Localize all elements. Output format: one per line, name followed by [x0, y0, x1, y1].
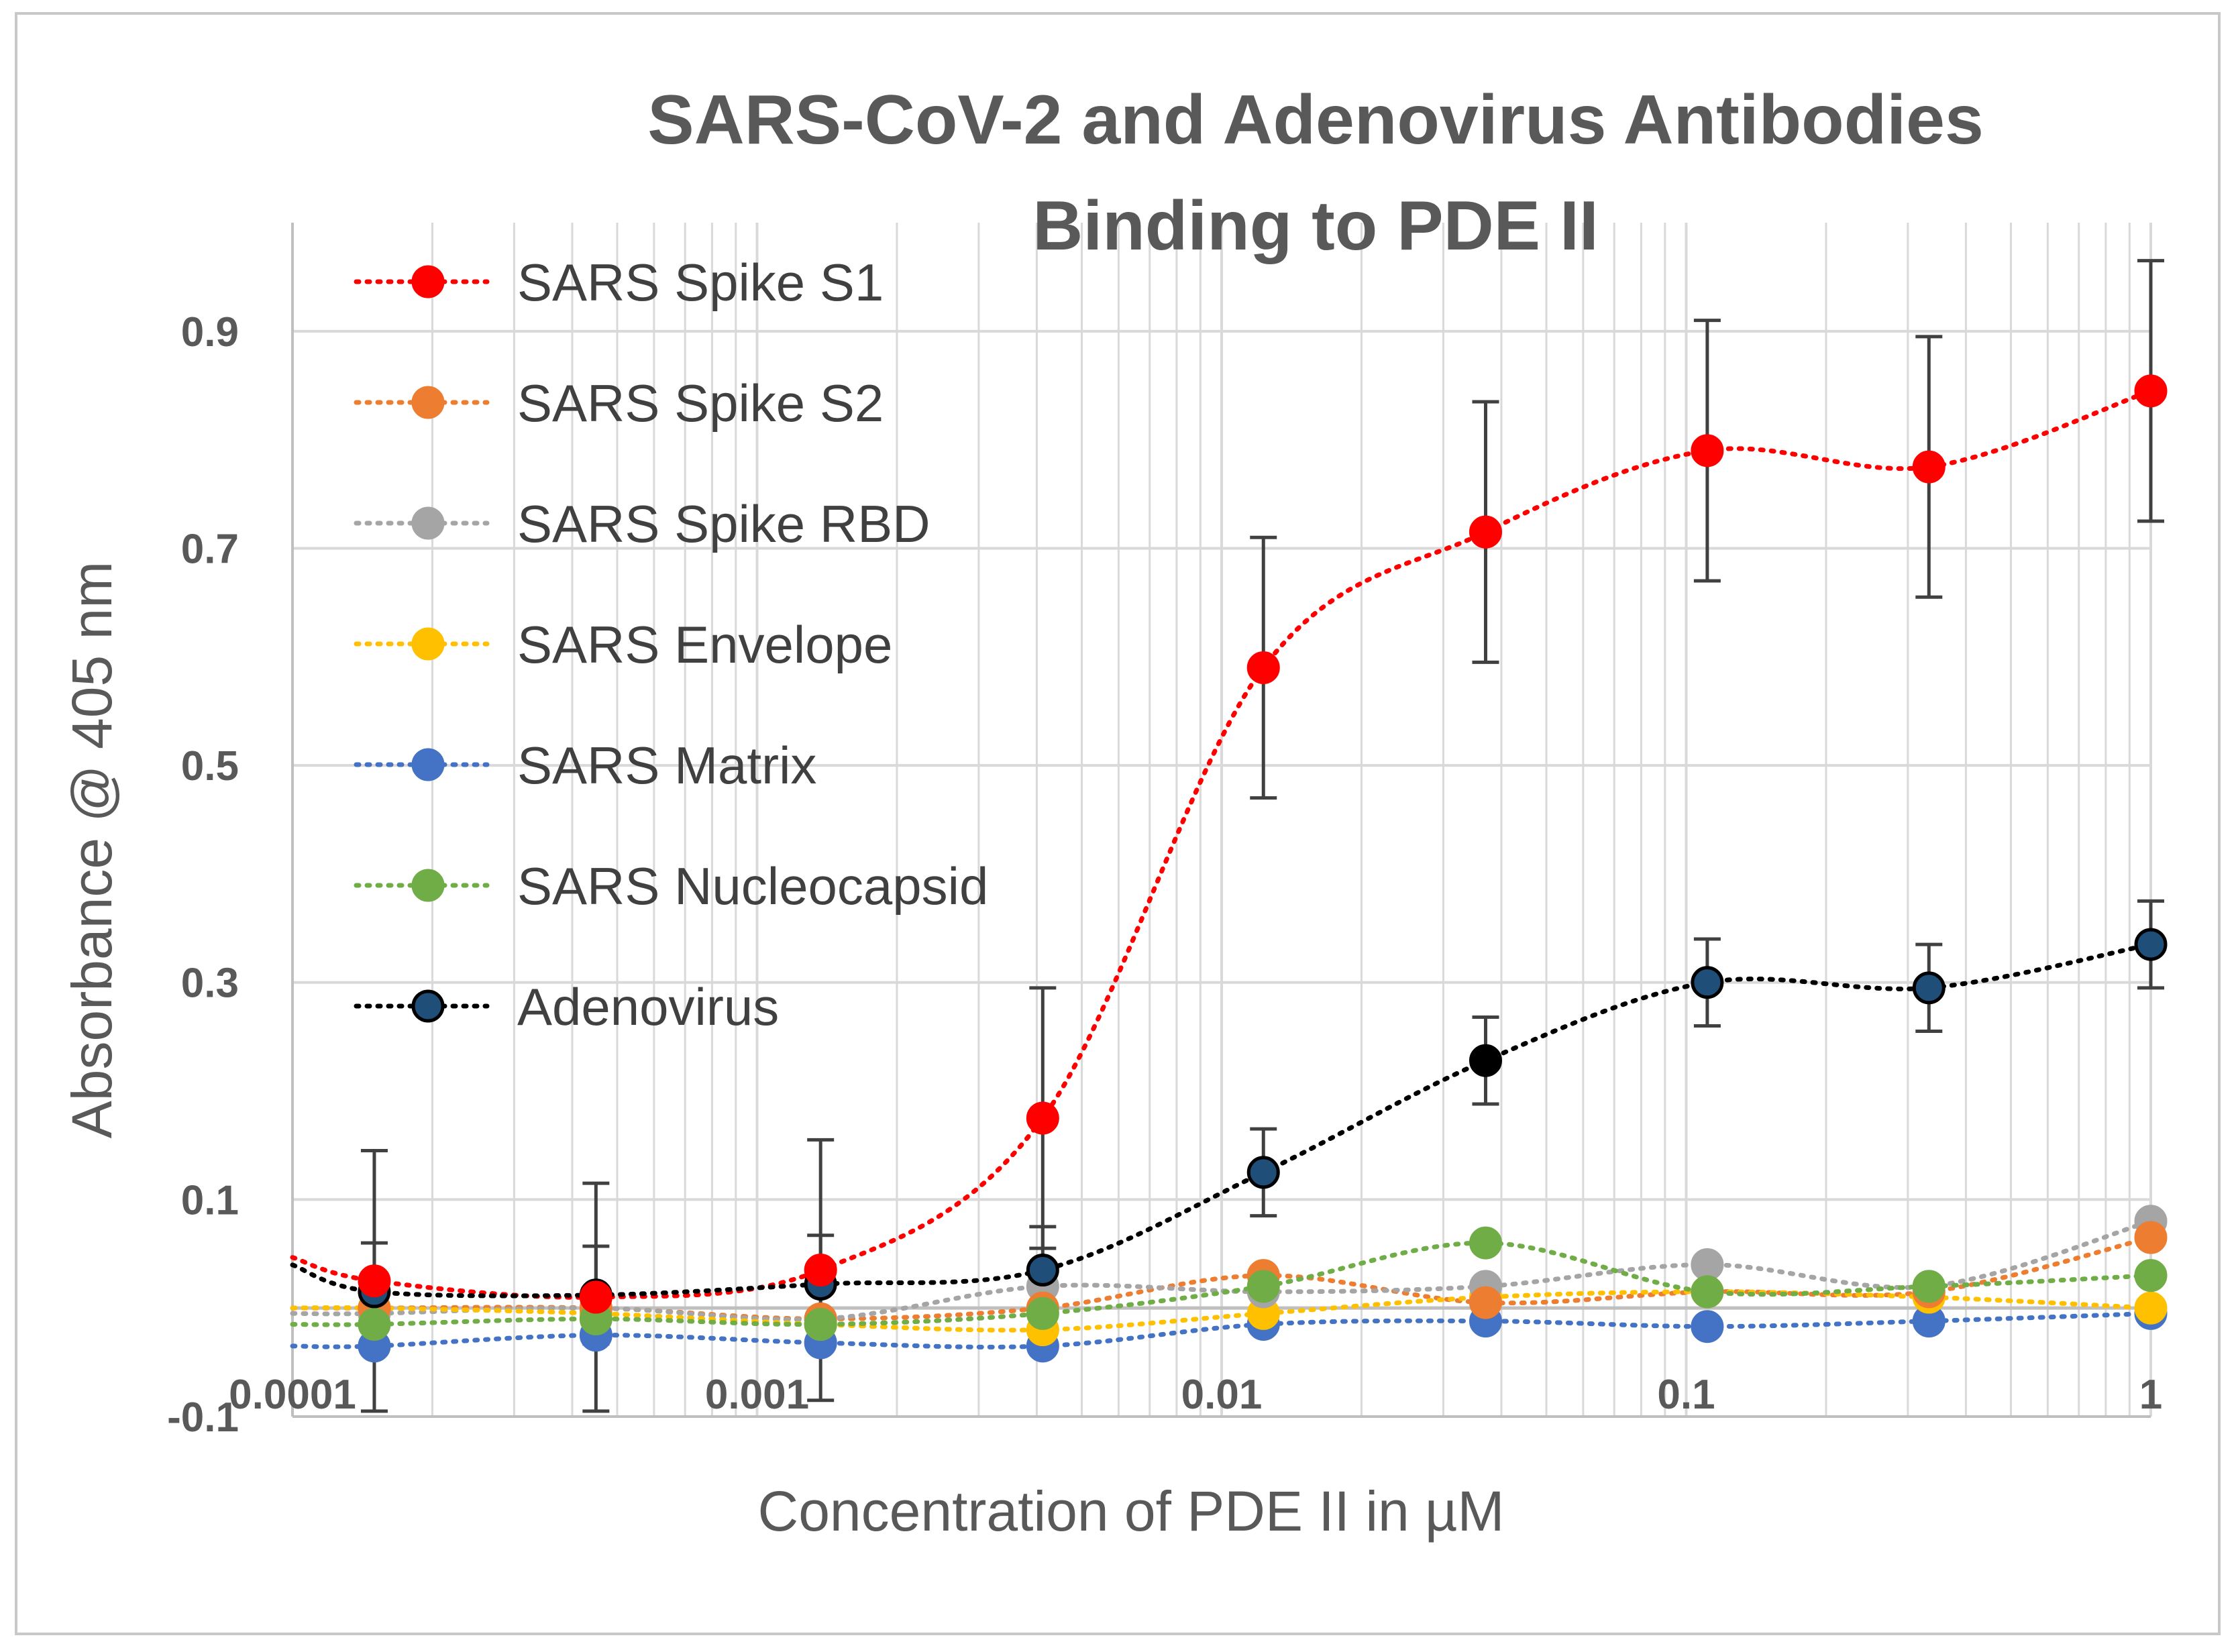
data-point [1026, 1101, 1059, 1135]
data-point [1691, 1310, 1724, 1343]
y-tick-label: 0.5 [181, 743, 239, 789]
data-point [1246, 1270, 1280, 1303]
y-tick-label: 0.3 [181, 960, 239, 1007]
data-point [579, 1280, 612, 1314]
legend-item-sars-envelope: SARS Envelope [354, 615, 892, 674]
series-sars-matrix [290, 1311, 2153, 1350]
error-bars-sars-spike-s1 [360, 259, 2164, 1413]
series-line [290, 1289, 2153, 1333]
data-point [1026, 1297, 1059, 1330]
y-axis-label: Absorbance @ 405 nm [60, 561, 123, 1138]
markers-sars-spike-s1 [358, 374, 2168, 1314]
legend-label: SARS Spike RBD [517, 494, 930, 553]
legend-item-sars-matrix: SARS Matrix [354, 736, 816, 795]
data-point [1246, 651, 1280, 684]
tick-labels: -0.1 0.1 0.3 0.5 0.7 0.9 0.0001 0.001 0.01 0.1 1 [167, 309, 2162, 1441]
data-point [2134, 928, 2168, 961]
legend-label: SARS Spike S1 [517, 253, 884, 312]
legend-marker [411, 265, 445, 298]
legend-label: SARS Envelope [517, 615, 892, 674]
data-point [358, 1307, 391, 1341]
data-point [1691, 1275, 1724, 1309]
data-point [2134, 374, 2168, 408]
data-point [1469, 1044, 1502, 1077]
x-axis-label: Concentration of PDE II in µM [758, 1480, 1505, 1543]
legend-marker [411, 627, 445, 661]
markers-sars-nucleocapsid [358, 1226, 2168, 1341]
data-point [1469, 1226, 1502, 1260]
legend-marker [411, 506, 445, 540]
series-line [290, 1219, 2153, 1322]
legend-label: SARS Spike S2 [517, 374, 884, 433]
data-point [1026, 1254, 1059, 1287]
series-line [290, 942, 2153, 1299]
y-tick-label: -0.1 [167, 1394, 239, 1441]
data-point [1912, 1270, 1946, 1303]
data-point [1691, 1248, 1724, 1281]
legend-marker [411, 989, 445, 1023]
data-point [1246, 1156, 1280, 1189]
series-sars-nucleocapsid [290, 1240, 2153, 1327]
x-tick-label: 0.1 [1657, 1372, 1715, 1418]
legend-item-sars-spike-s1: SARS Spike S1 [354, 253, 884, 312]
legend-item-sars-spike-s2: SARS Spike S2 [354, 374, 884, 433]
data-point [1469, 515, 1502, 549]
legend-item-sars-spike-rbd: SARS Spike RBD [354, 494, 930, 553]
data-point [2134, 1221, 2168, 1254]
x-tick-label: 1 [2139, 1372, 2162, 1418]
y-tick-label: 0.9 [181, 309, 239, 355]
data-point [1912, 450, 1946, 484]
data-point [1691, 434, 1724, 467]
data-point [804, 1254, 837, 1287]
series-layer [290, 259, 2168, 1413]
series-sars-envelope [290, 1289, 2153, 1333]
legend-label: SARS Matrix [517, 736, 816, 795]
legend-item-sars-nucleocapsid: SARS Nucleocapsid [354, 857, 988, 916]
y-tick-label: 0.1 [181, 1177, 239, 1223]
x-tick-label: 0.01 [1181, 1372, 1263, 1418]
x-tick-label: 0.001 [705, 1372, 809, 1418]
chart-frame: -0.1 0.1 0.3 0.5 0.7 0.9 0.0001 0.001 0.01 0.1 1 S… [15, 12, 2221, 1635]
legend-marker [411, 748, 445, 781]
data-point [2134, 1291, 2168, 1325]
chart-title-line-1: SARS-CoV-2 and Adenovirus Antibodies [647, 81, 1984, 159]
legend-label: SARS Nucleocapsid [517, 857, 988, 916]
legend-item-adenovirus: Adenovirus [354, 977, 779, 1036]
legend-label: Adenovirus [517, 977, 779, 1036]
legend-marker [411, 386, 445, 419]
data-point [1912, 971, 1946, 1005]
data-point [1691, 966, 1724, 999]
y-tick-label: 0.7 [181, 526, 239, 572]
data-point [1469, 1286, 1502, 1319]
legend: SARS Spike S1 SARS Spike S2 SARS Spike RBD… [354, 253, 988, 1036]
data-point [804, 1307, 837, 1341]
series-adenovirus [290, 942, 2153, 1299]
chart-svg: -0.1 0.1 0.3 0.5 0.7 0.9 0.0001 0.001 0.01 0.1 1 S… [60, 81, 2168, 1543]
x-tick-label: 0.0001 [229, 1372, 356, 1418]
series-line [290, 1311, 2153, 1350]
data-point [358, 1264, 391, 1298]
series-sars-spike-rbd [290, 1219, 2153, 1322]
legend-marker [411, 869, 445, 902]
chart-title-line-2: Binding to PDE II [1032, 187, 1598, 265]
series-line [290, 1240, 2153, 1327]
data-point [2134, 1259, 2168, 1292]
